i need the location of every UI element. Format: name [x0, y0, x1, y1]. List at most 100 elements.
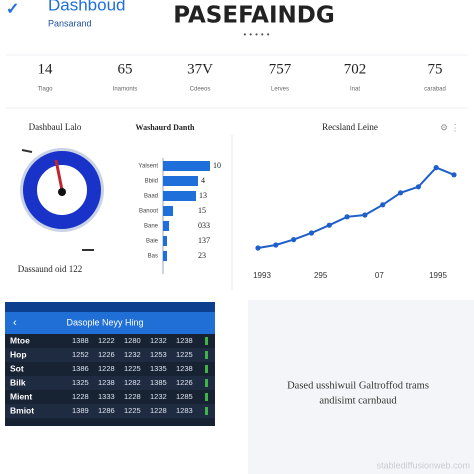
table-header	[5, 312, 215, 334]
kpi-label: Inat	[350, 87, 360, 93]
brand-icon: ✓	[6, 1, 19, 18]
line-chart: 1993 295 07 1995	[253, 165, 457, 280]
line-point	[397, 190, 404, 196]
table-cell: 1232	[150, 392, 167, 401]
gauge-ring	[23, 151, 101, 229]
kpi-label: Lerves	[271, 87, 289, 93]
table-cell: 1226	[98, 350, 115, 359]
x-tick-label: 1995	[429, 271, 447, 280]
line-point	[273, 242, 279, 248]
row-indicator	[205, 407, 208, 415]
table-cell: 1285	[176, 392, 193, 401]
table-cell: 1228	[150, 406, 167, 415]
table-cell: 1388	[72, 336, 89, 345]
row-indicator	[205, 365, 208, 373]
kpi-value: 14	[38, 61, 54, 77]
table-cell: 1226	[176, 378, 193, 387]
brand-subtitle: Pansarand	[48, 18, 92, 28]
brand: Dashboud	[48, 0, 126, 14]
table-cell: 1225	[124, 364, 141, 373]
table-cell: 1325	[72, 378, 89, 387]
gauge-outer	[20, 148, 104, 232]
x-tick-label: 07	[375, 271, 384, 280]
watermark: stablediffusionweb.com	[377, 460, 470, 470]
bar-annotation: 033	[198, 221, 210, 230]
line-point	[326, 222, 332, 228]
bar-annotation: 4	[201, 176, 205, 185]
row-indicator	[205, 379, 208, 387]
table-row-bg	[5, 376, 215, 390]
bar-chart: Yalsent 10 Bbiid 4 Baad 13 Banoot 15 Bane 033 Baie…	[138, 161, 221, 261]
table-cell: 1386	[72, 364, 89, 373]
table-cell: 1238	[98, 378, 115, 387]
panel-title: Washaurd Danth	[136, 123, 195, 132]
bar	[163, 176, 198, 186]
table-cell: 1232	[150, 336, 167, 345]
line-point	[291, 237, 297, 243]
table-cell: 1228	[124, 392, 141, 401]
table-cell: 1238	[176, 336, 193, 345]
table-title: Dasople Neyy Hing	[66, 317, 143, 327]
bar-annotation: 15	[198, 206, 206, 215]
note-line: andisimt carnbaud	[319, 395, 397, 406]
note-line: Dased usshiwuil Galtroffod trams	[287, 380, 429, 391]
table-cell: 1228	[72, 392, 89, 401]
table-cell: 1286	[98, 406, 115, 415]
table-cell: 1389	[72, 406, 89, 415]
bar-annotation: 23	[198, 251, 206, 260]
gauge-tick	[21, 149, 33, 153]
row-indicator	[205, 351, 208, 359]
bar-label: Baad	[144, 194, 158, 200]
bar	[163, 206, 173, 216]
table-row-label: Bilk	[10, 377, 26, 387]
table-cell: 1225	[176, 350, 193, 359]
table-cell: 1225	[124, 406, 141, 415]
kpi-label: Cdeeos	[190, 87, 211, 93]
line-point	[344, 214, 350, 220]
table-row-label: Mient	[10, 391, 32, 401]
table-cell: 1252	[72, 350, 89, 359]
title-dots: •••••	[243, 30, 272, 39]
kpi-label: Inamonts	[113, 87, 138, 93]
bar	[163, 236, 167, 246]
table-cell: 1238	[176, 364, 193, 373]
line-point	[451, 172, 457, 178]
kpi-value: 37V	[187, 61, 213, 77]
note: Dased usshiwuil Galtroffod trams andisimt…	[287, 380, 429, 406]
gauge	[20, 148, 104, 251]
panel-title: Dashbaul Lalo	[29, 122, 82, 132]
table-cell: 1253	[150, 350, 167, 359]
table-row-label: Mtoe	[10, 335, 30, 345]
line-point	[380, 202, 386, 208]
back-button[interactable]: ‹	[13, 317, 17, 329]
x-tick-label: 1993	[253, 271, 271, 280]
gauge-caption: Dassaund oid 122	[18, 264, 83, 274]
gauge-hub	[58, 188, 66, 196]
panel-title: Recsland Leine	[322, 122, 378, 132]
kpi-row: 14 Tlago 65 Inamonts 37V Cdeeos 757 Lerves 702 In…	[37, 61, 445, 92]
page-title: PASEFAINDG	[173, 3, 334, 29]
table-row-bg	[5, 348, 215, 362]
bar-label: Banoot	[139, 209, 158, 215]
gauge-needle	[54, 159, 64, 191]
settings-icon[interactable]: ⚙ ⋮	[440, 122, 460, 132]
bar-label: Bane	[144, 224, 159, 230]
table-cell: 1282	[124, 378, 141, 387]
line-series	[257, 166, 455, 249]
kpi-value: 75	[428, 61, 443, 77]
table-cell: 1335	[150, 364, 167, 373]
bar	[163, 251, 167, 261]
table-cell: 1283	[176, 406, 193, 415]
line-point	[362, 212, 368, 218]
kpi-label: Tlago	[37, 87, 53, 93]
bar-label: Bbiid	[145, 179, 158, 185]
table-cell: 1333	[98, 392, 115, 401]
table-cell: 1232	[124, 350, 141, 359]
bar-label: Yalsent	[138, 164, 158, 170]
table-cell: 1385	[150, 378, 167, 387]
line-point	[255, 245, 261, 251]
row-indicator	[205, 393, 208, 401]
bar-annotation: 13	[199, 191, 207, 200]
table-cell: 1222	[98, 336, 115, 345]
